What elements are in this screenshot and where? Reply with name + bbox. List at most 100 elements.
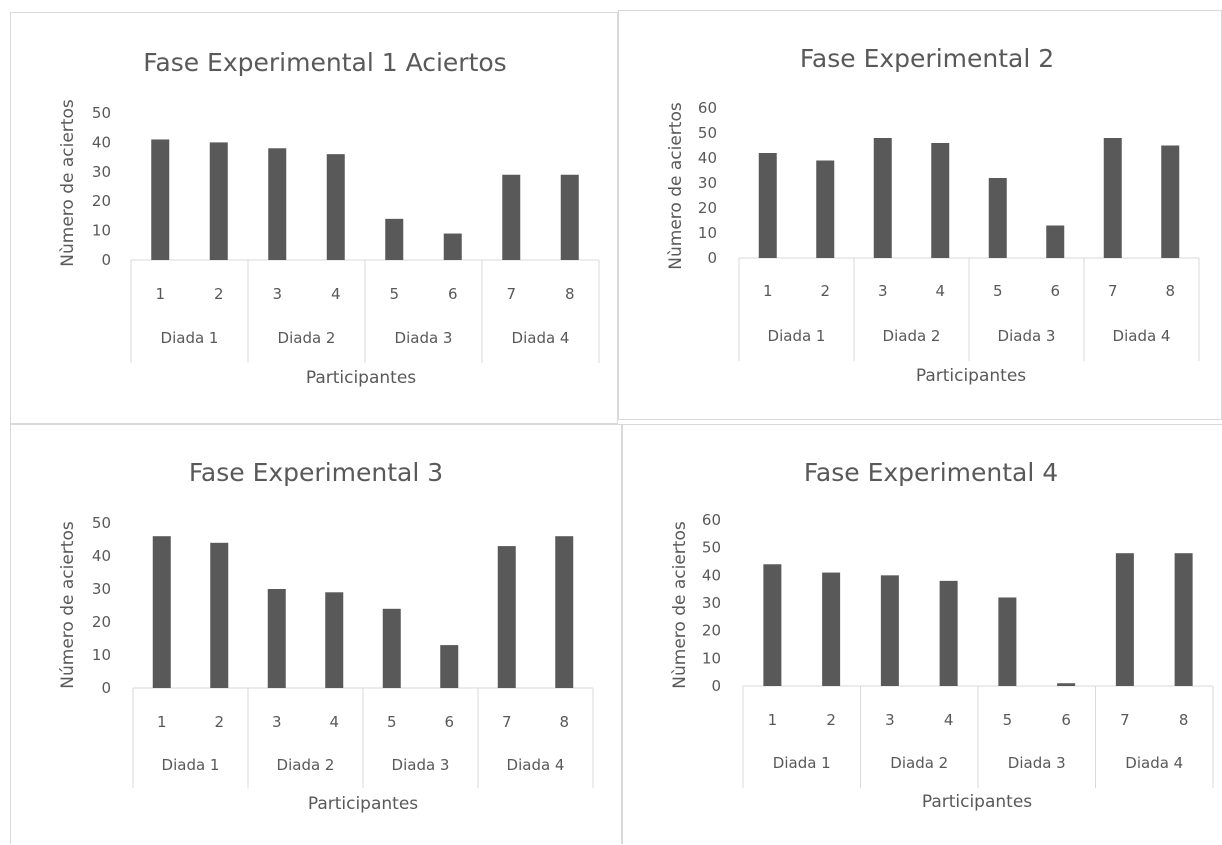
y-tick-label: 50 (702, 539, 721, 557)
bar-chart-1: Fase Experimental 1 Aciertos Nùmero de ac… (11, 13, 619, 425)
y-tick-label: 0 (711, 677, 721, 695)
y-tick-label: 60 (702, 511, 721, 529)
x-tick-label: 3 (272, 713, 282, 731)
y-tick-label: 20 (702, 622, 721, 640)
y-tick-label: 50 (698, 124, 717, 142)
bar (874, 138, 892, 258)
bar (210, 543, 228, 688)
group-label: Diada 1 (161, 329, 219, 347)
x-tick-label: 7 (1120, 711, 1130, 729)
x-tick-label: 3 (878, 282, 888, 300)
x-axis-label: Participantes (306, 368, 416, 388)
x-tick-label: 4 (935, 282, 945, 300)
y-tick-label: 30 (702, 594, 721, 612)
x-tick-label: 6 (1050, 282, 1060, 300)
y-tick-label: 40 (698, 149, 717, 167)
bar (153, 536, 171, 688)
y-tick-label: 30 (92, 580, 111, 598)
y-axis-label: Número de aciertos (58, 521, 78, 689)
y-tick-label: 0 (101, 251, 111, 269)
x-tick-label: 1 (763, 282, 773, 300)
x-tick-label: 2 (214, 285, 224, 303)
chart-panel-2: Fase Experimental 2 Nùmero de aciertos 0 10… (618, 10, 1222, 420)
bar (561, 175, 579, 260)
bar (327, 154, 345, 260)
x-tick-label: 5 (993, 282, 1003, 300)
x-axis-label: Participantes (916, 366, 1026, 386)
x-tick-label: 5 (389, 285, 399, 303)
group-label: Diada 2 (277, 756, 335, 774)
x-tick-label: 5 (1003, 711, 1013, 729)
y-tick-label: 0 (101, 679, 111, 697)
chart-title: Fase Experimental 3 (189, 458, 443, 487)
y-tick-label: 50 (92, 104, 111, 122)
x-tick-label: 2 (820, 282, 830, 300)
x-tick-label: 8 (565, 285, 575, 303)
y-tick-label: 40 (92, 133, 111, 151)
bar (931, 143, 949, 258)
x-axis-label: Participantes (308, 794, 418, 814)
bar (881, 575, 899, 686)
x-tick-label: 6 (448, 285, 458, 303)
bar (1046, 226, 1064, 259)
group-label: Diada 2 (278, 329, 336, 347)
x-tick-label: 8 (1165, 282, 1175, 300)
bar-chart-4: Fase Experimental 4 Nùmero de aciertos 0 10… (623, 425, 1222, 845)
y-tick-label: 30 (698, 174, 717, 192)
x-tick-label: 5 (387, 713, 397, 731)
group-label: Diada 1 (773, 754, 831, 772)
group-label: Diada 2 (890, 754, 948, 772)
group-label: Diada 3 (395, 329, 453, 347)
group-label: Diada 1 (162, 756, 220, 774)
bar (1116, 553, 1134, 686)
bar (1161, 146, 1179, 259)
bar (151, 139, 169, 260)
x-tick-label: 8 (559, 713, 569, 731)
bar (498, 546, 516, 688)
bar (759, 153, 777, 258)
chart-title: Fase Experimental 4 (804, 458, 1058, 487)
x-tick-label: 6 (1061, 711, 1071, 729)
y-tick-label: 10 (702, 649, 721, 667)
chart-panel-4: Fase Experimental 4 Nùmero de aciertos 0 10… (622, 424, 1222, 844)
bar (502, 175, 520, 260)
bar (763, 564, 781, 686)
x-tick-label: 1 (155, 285, 165, 303)
group-label: Diada 4 (512, 329, 570, 347)
x-tick-label: 4 (329, 713, 339, 731)
group-label: Diada 3 (392, 756, 450, 774)
group-label: Diada 4 (1125, 754, 1183, 772)
bar (1175, 553, 1193, 686)
x-tick-label: 8 (1179, 711, 1189, 729)
group-label: Diada 4 (507, 756, 565, 774)
bar-chart-2: Fase Experimental 2 Nùmero de aciertos 0 10… (619, 11, 1222, 421)
y-tick-label: 0 (707, 249, 717, 267)
y-tick-label: 20 (92, 192, 111, 210)
y-axis-label: Nùmero de aciertos (666, 102, 686, 270)
y-tick-label: 10 (92, 646, 111, 664)
bar (940, 581, 958, 686)
bar (989, 178, 1007, 258)
chart-panel-1: Fase Experimental 1 Aciertos Nùmero de ac… (10, 12, 618, 424)
chart-panel-3: Fase Experimental 3 Número de aciertos 0 10… (10, 424, 622, 844)
chart-title: Fase Experimental 1 Aciertos (143, 48, 506, 77)
bar-chart-3: Fase Experimental 3 Número de aciertos 0 10… (11, 425, 623, 845)
bar (383, 609, 401, 688)
x-tick-label: 1 (768, 711, 778, 729)
bar (440, 645, 458, 688)
y-axis-label: Nùmero de aciertos (670, 521, 690, 689)
x-tick-label: 7 (1108, 282, 1118, 300)
bar (822, 573, 840, 686)
x-axis-label: Participantes (922, 792, 1032, 812)
x-tick-label: 3 (885, 711, 895, 729)
y-tick-label: 40 (92, 547, 111, 565)
bar (325, 592, 343, 688)
x-tick-label: 7 (502, 713, 512, 731)
x-tick-label: 4 (944, 711, 954, 729)
y-tick-label: 40 (702, 566, 721, 584)
bar (268, 589, 286, 688)
bar (816, 161, 834, 259)
bar (385, 219, 403, 260)
group-label: Diada 3 (998, 327, 1056, 345)
x-tick-label: 7 (506, 285, 516, 303)
